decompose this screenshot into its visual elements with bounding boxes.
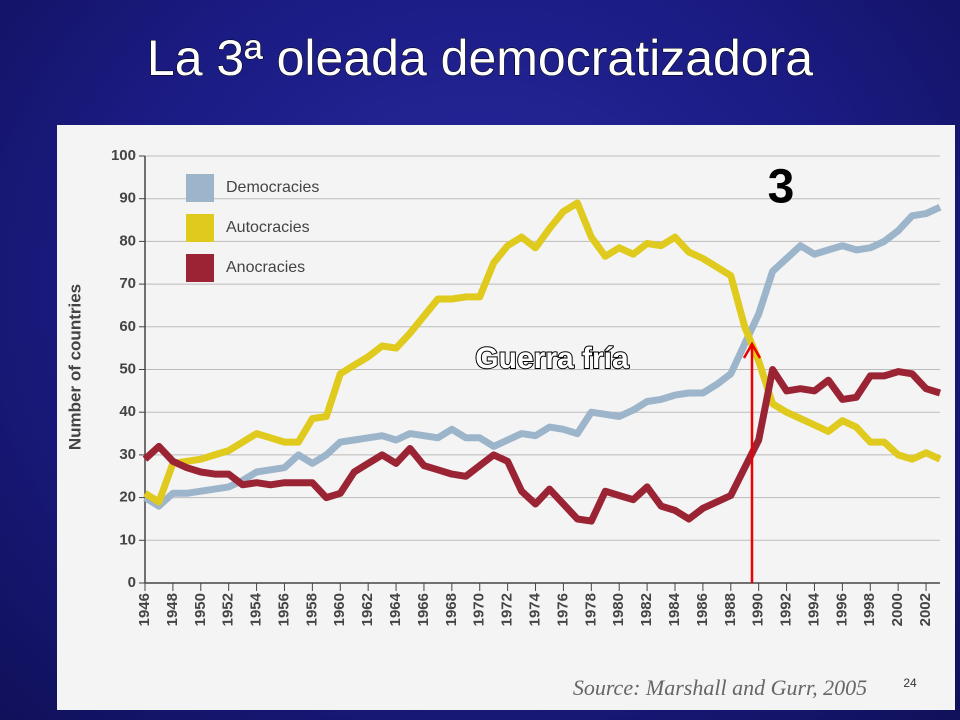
y-tick-label: 80 bbox=[119, 232, 136, 249]
x-tick-label: 1946 bbox=[136, 593, 153, 626]
x-tick-label: 1948 bbox=[164, 593, 181, 626]
x-tick-label: 1974 bbox=[526, 592, 543, 626]
x-tick-label: 1992 bbox=[778, 593, 795, 626]
slide-title: La 3ª oleada democratizadora bbox=[147, 30, 813, 86]
source: Source: Marshall and Gurr, 2005 bbox=[573, 675, 867, 700]
y-tick-label: 70 bbox=[119, 275, 136, 292]
legend-swatch bbox=[186, 214, 214, 242]
x-tick-label: 1994 bbox=[805, 592, 822, 626]
annotation: 3 bbox=[768, 161, 795, 214]
x-tick-label: 2000 bbox=[889, 593, 906, 626]
legend-swatch bbox=[186, 174, 214, 202]
x-tick-label: 1966 bbox=[415, 593, 432, 626]
legend-label: Democracies bbox=[226, 179, 319, 196]
y-tick-label: 0 bbox=[128, 574, 136, 591]
y-tick-label: 20 bbox=[119, 489, 136, 506]
y-tick-label: 10 bbox=[119, 531, 136, 548]
x-tick-label: 1956 bbox=[275, 593, 292, 626]
x-tick-label: 1990 bbox=[750, 593, 767, 626]
y-tick-label: 90 bbox=[119, 190, 136, 207]
x-tick-label: 1960 bbox=[331, 593, 348, 626]
y-tick-label: 100 bbox=[111, 147, 136, 164]
x-tick-label: 1984 bbox=[666, 592, 683, 626]
x-tick-label: 1972 bbox=[499, 593, 516, 626]
series-line bbox=[142, 366, 942, 525]
x-tick-label: 1978 bbox=[582, 593, 599, 626]
legend-swatch bbox=[186, 254, 214, 282]
x-tick-label: 1950 bbox=[192, 593, 209, 626]
x-tick-label: 1958 bbox=[303, 593, 320, 626]
y-tick-label: 30 bbox=[119, 446, 136, 463]
series-line bbox=[143, 199, 942, 506]
x-tick-label: 1982 bbox=[638, 593, 655, 626]
legend-label: Anocracies bbox=[226, 259, 305, 276]
x-tick-label: 1964 bbox=[387, 592, 404, 626]
annotation: Guerra fría bbox=[475, 342, 629, 375]
y-tick-label: 60 bbox=[119, 318, 136, 335]
x-tick-label: 1988 bbox=[722, 593, 739, 626]
y-tick-label: 50 bbox=[119, 360, 136, 377]
x-tick-label: 1954 bbox=[248, 592, 265, 626]
x-tick-label: 1952 bbox=[220, 593, 237, 626]
x-tick-label: 2002 bbox=[917, 593, 934, 626]
y-axis-label: Number of countries bbox=[65, 284, 84, 450]
x-tick-label: 1968 bbox=[443, 593, 460, 626]
y-tick-label: 40 bbox=[119, 403, 136, 420]
series-line bbox=[143, 204, 942, 510]
x-tick-label: 1986 bbox=[694, 593, 711, 626]
x-tick-label: 1970 bbox=[471, 593, 488, 626]
arrow-head bbox=[742, 341, 762, 359]
legend-label: Autocracies bbox=[226, 219, 310, 236]
x-tick-label: 1996 bbox=[833, 593, 850, 626]
plot: 0 10 20 30 40 50 60 70 80 90 100 1946 1948 1950 1952 19… bbox=[111, 147, 942, 626]
x-tick-label: 1998 bbox=[861, 593, 878, 626]
page-number: 24 bbox=[903, 676, 917, 690]
x-tick-label: 1962 bbox=[359, 593, 376, 626]
x-tick-label: 1980 bbox=[610, 593, 627, 626]
x-tick-label: 1976 bbox=[554, 593, 571, 626]
